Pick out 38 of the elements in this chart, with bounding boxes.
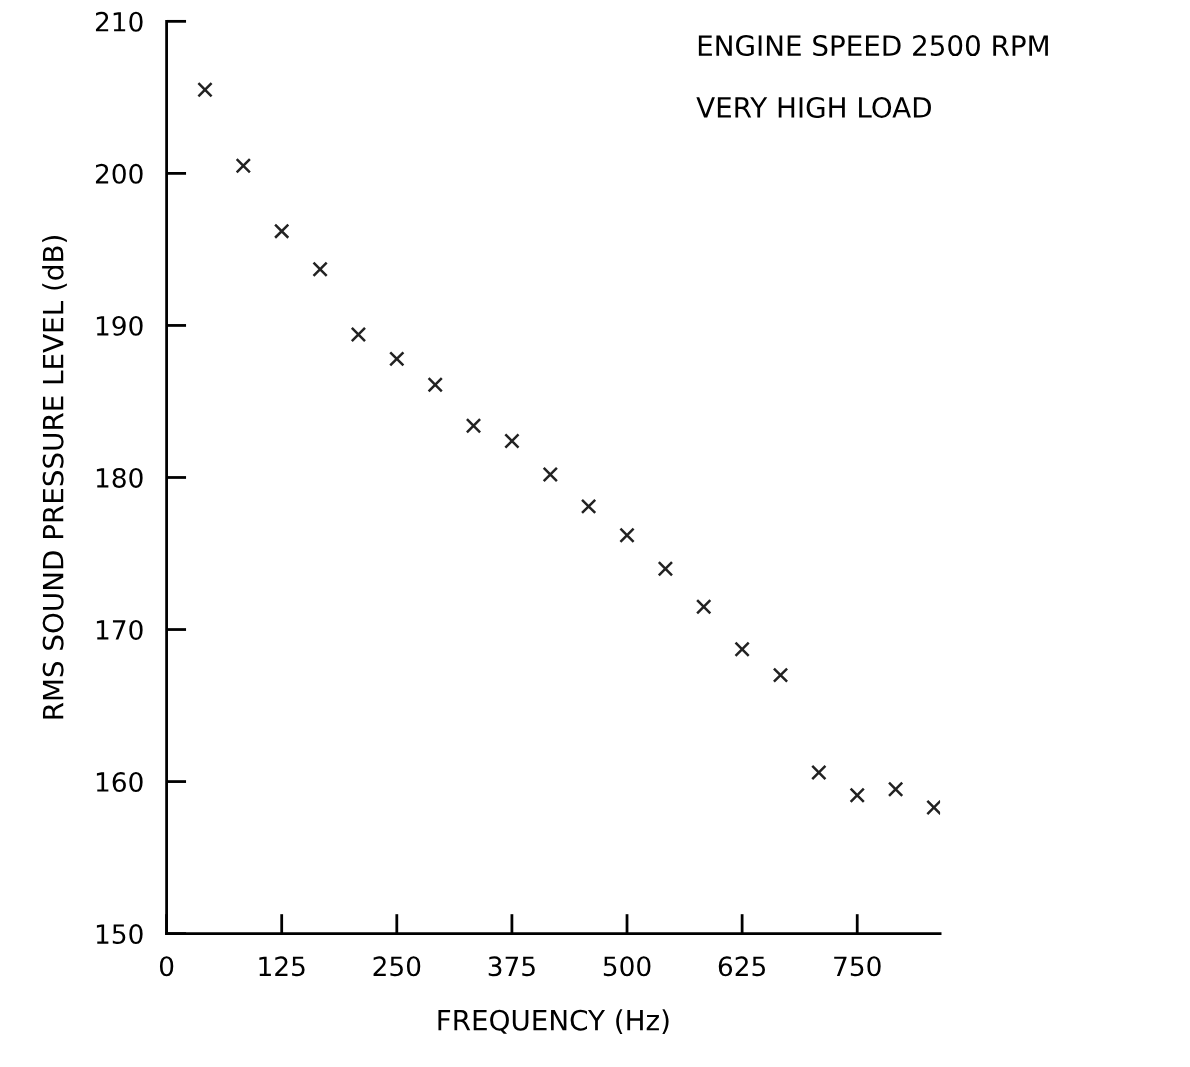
x-tick-label: 625 — [718, 956, 765, 977]
y-tick-label: 170 — [96, 619, 143, 640]
point — [427, 376, 444, 393]
y-tick-label: 180 — [96, 467, 143, 488]
annotation: ENGINE SPEED 2500 RPM — [698, 35, 1048, 57]
point — [350, 326, 367, 343]
y-tick-label: 210 — [95, 11, 143, 32]
point — [810, 764, 827, 781]
point — [849, 787, 866, 804]
annotation: VERY HIGH LOAD — [696, 96, 931, 118]
point — [772, 667, 789, 683]
y-tick-label: 160 — [96, 772, 143, 792]
point — [887, 781, 904, 798]
point — [926, 799, 941, 816]
point — [388, 351, 405, 367]
x-tick-label: 375 — [488, 956, 535, 977]
point — [580, 498, 597, 515]
y-tick-label: 190 — [96, 315, 143, 336]
y-tick-label: 200 — [95, 163, 143, 184]
x-tick-label: 0 — [159, 956, 174, 977]
point — [197, 81, 213, 98]
point — [695, 598, 712, 615]
point — [734, 641, 750, 658]
x-tick-label: 750 — [834, 956, 881, 977]
point — [273, 223, 290, 239]
y-axis-title: RMS SOUND PRESSURE LEVEL (dB) — [42, 236, 67, 719]
x-tick-label: 250 — [373, 956, 421, 977]
point — [465, 417, 482, 434]
point — [619, 527, 635, 544]
x-axis-title: FREQUENCY (Hz) — [438, 1009, 669, 1034]
x-tick-label: 500 — [603, 956, 651, 977]
point — [235, 157, 252, 174]
y-tick-label: 150 — [96, 924, 143, 945]
x-tick-label: 125 — [259, 956, 305, 977]
point — [542, 466, 559, 483]
point — [657, 560, 674, 577]
point — [312, 261, 328, 278]
point — [504, 433, 520, 449]
